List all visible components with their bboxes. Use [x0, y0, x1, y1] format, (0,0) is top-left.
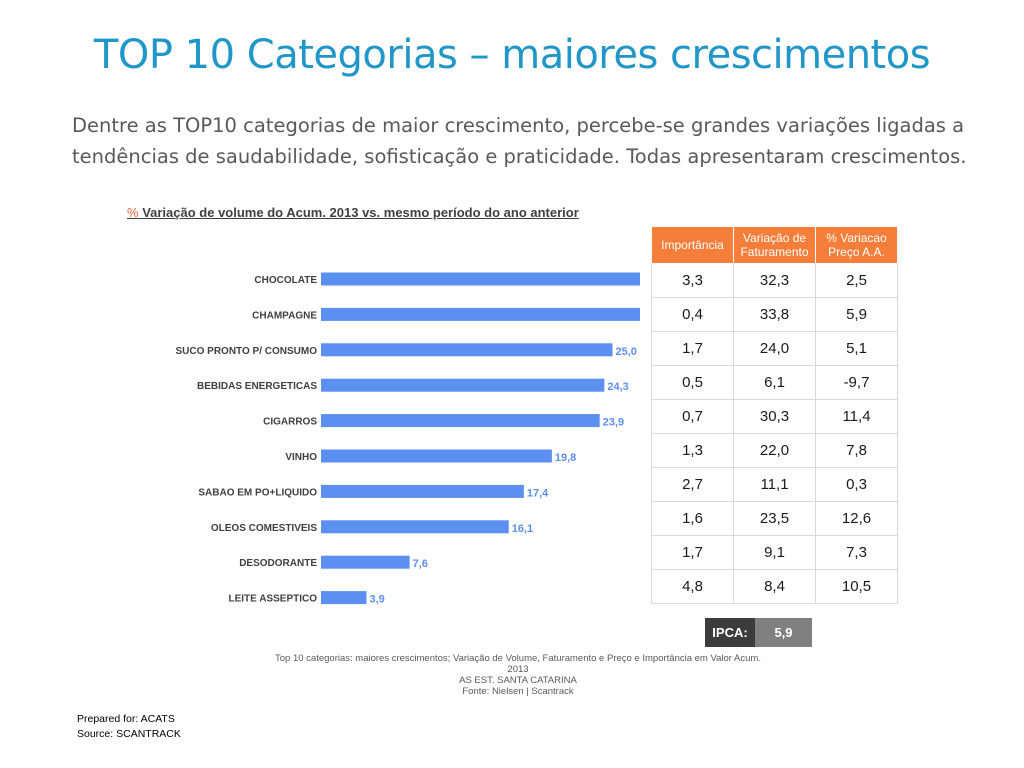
- bar: [321, 555, 410, 569]
- table-cell: 22,0: [733, 433, 816, 468]
- table-cell: 8,4: [733, 569, 816, 604]
- category-label: CIGARROS: [263, 417, 317, 428]
- subtitle-percent: %: [127, 205, 139, 220]
- bar: [321, 591, 367, 605]
- table-cell: 12,6: [815, 501, 898, 536]
- category-label: DESODORANTE: [239, 558, 317, 569]
- table-cell: 9,1: [733, 535, 816, 570]
- category-label: LEITE ASSEPTICO: [228, 594, 317, 605]
- value-label: 19,8: [555, 452, 576, 464]
- bar: [321, 484, 524, 498]
- table-cell: 2,7: [651, 467, 734, 502]
- ipca-label: IPCA:: [705, 618, 755, 647]
- value-label: 3,9: [369, 594, 384, 606]
- table-row: 1,7 9,1 7,3: [651, 535, 898, 570]
- table-cell: 2,5: [815, 263, 898, 298]
- table-cell: 4,8: [651, 569, 734, 604]
- caption-line-3: Fonte: Nielsen | Scantrack: [462, 686, 574, 697]
- bar: [321, 520, 509, 534]
- bar: [321, 449, 552, 463]
- category-label: VINHO: [285, 452, 317, 463]
- table-row: 2,7 11,1 0,3: [651, 467, 898, 502]
- category-label: CHOCOLATE: [254, 275, 317, 286]
- category-label: SUCO PRONTO P/ CONSUMO: [176, 346, 318, 357]
- table-cell: 23,5: [733, 501, 816, 536]
- header-faturamento: Variação de Faturamento: [733, 226, 816, 264]
- table-cell: 5,1: [815, 331, 898, 366]
- bar: [321, 414, 600, 428]
- table-row: 1,7 24,0 5,1: [651, 331, 898, 366]
- value-label: 7,6: [413, 558, 428, 570]
- chart-caption: Top 10 categorias: maiores crescimentos;…: [268, 653, 768, 697]
- table-row: 1,6 23,5 12,6: [651, 501, 898, 536]
- table-row: 0,4 33,8 5,9: [651, 297, 898, 332]
- table-cell: 30,3: [733, 399, 816, 434]
- ipca-value: 5,9: [755, 618, 812, 647]
- table-cell: 1,6: [651, 501, 734, 536]
- value-label: 24,3: [607, 381, 628, 393]
- bar-chart: CHOCOLATE36,6CHAMPAGNE33,8SUCO PRONTO P/…: [176, 272, 640, 606]
- table-cell: 1,7: [651, 331, 734, 366]
- table-cell: 1,7: [651, 535, 734, 570]
- metrics-table: Importância Variação de Faturamento % Va…: [651, 226, 898, 604]
- intro-paragraph: Dentre as TOP10 categorias de maior cres…: [72, 114, 967, 168]
- subtitle-text: Variação de volume do Acum. 2013 vs. mes…: [142, 205, 579, 220]
- table-cell: 0,4: [651, 297, 734, 332]
- value-label: 16,1: [512, 523, 533, 535]
- slide-title: TOP 10 Categorias – maiores crescimentos: [93, 32, 931, 78]
- table-cell: 3,3: [651, 263, 734, 298]
- table-cell: 6,1: [733, 365, 816, 400]
- bar: [321, 378, 605, 392]
- table-row: 1,3 22,0 7,8: [651, 433, 898, 468]
- table-cell: 11,1: [733, 467, 816, 502]
- table-cell: 5,9: [815, 297, 898, 332]
- caption-line-1: Top 10 categorias: maiores crescimentos;…: [275, 653, 761, 675]
- table-header-row: Importância Variação de Faturamento % Va…: [651, 226, 898, 264]
- value-label: 23,9: [603, 417, 624, 429]
- bar: [321, 343, 613, 357]
- header-importancia: Importância: [651, 226, 734, 264]
- category-label: CHAMPAGNE: [252, 310, 317, 321]
- table-cell: -9,7: [815, 365, 898, 400]
- table-cell: 0,5: [651, 365, 734, 400]
- header-preco: % Variacao Preço A.A.: [815, 226, 898, 264]
- bar: [321, 307, 640, 321]
- table-cell: 33,8: [733, 297, 816, 332]
- table-cell: 1,3: [651, 433, 734, 468]
- chart-subtitle: % Variação de volume do Acum. 2013 vs. m…: [127, 205, 579, 220]
- prepared-for: Prepared for: ACATS: [77, 713, 175, 725]
- table-cell: 7,8: [815, 433, 898, 468]
- ipca-box: IPCA: 5,9: [705, 618, 812, 647]
- table-cell: 10,5: [815, 569, 898, 604]
- table-row: 0,5 6,1 -9,7: [651, 365, 898, 400]
- bar: [321, 272, 640, 286]
- source-note: Source: SCANTRACK: [77, 728, 181, 740]
- table-cell: 11,4: [815, 399, 898, 434]
- table-row: 0,7 30,3 11,4: [651, 399, 898, 434]
- value-label: 17,4: [527, 487, 549, 499]
- table-cell: 7,3: [815, 535, 898, 570]
- table-cell: 0,7: [651, 399, 734, 434]
- category-label: BEBIDAS ENERGETICAS: [197, 381, 317, 392]
- table-row: 4,8 8,4 10,5: [651, 569, 898, 604]
- value-label: 25,0: [616, 346, 637, 358]
- footer: Prepared for: ACATS Source: SCANTRACK: [77, 712, 181, 742]
- table-cell: 32,3: [733, 263, 816, 298]
- category-label: SABAO EM PO+LIQUIDO: [198, 487, 317, 498]
- table-row: 3,3 32,3 2,5: [651, 263, 898, 298]
- category-label: OLEOS COMESTIVEIS: [211, 523, 317, 534]
- table-cell: 24,0: [733, 331, 816, 366]
- table-cell: 0,3: [815, 467, 898, 502]
- caption-line-2: AS EST. SANTA CATARINA: [459, 675, 577, 686]
